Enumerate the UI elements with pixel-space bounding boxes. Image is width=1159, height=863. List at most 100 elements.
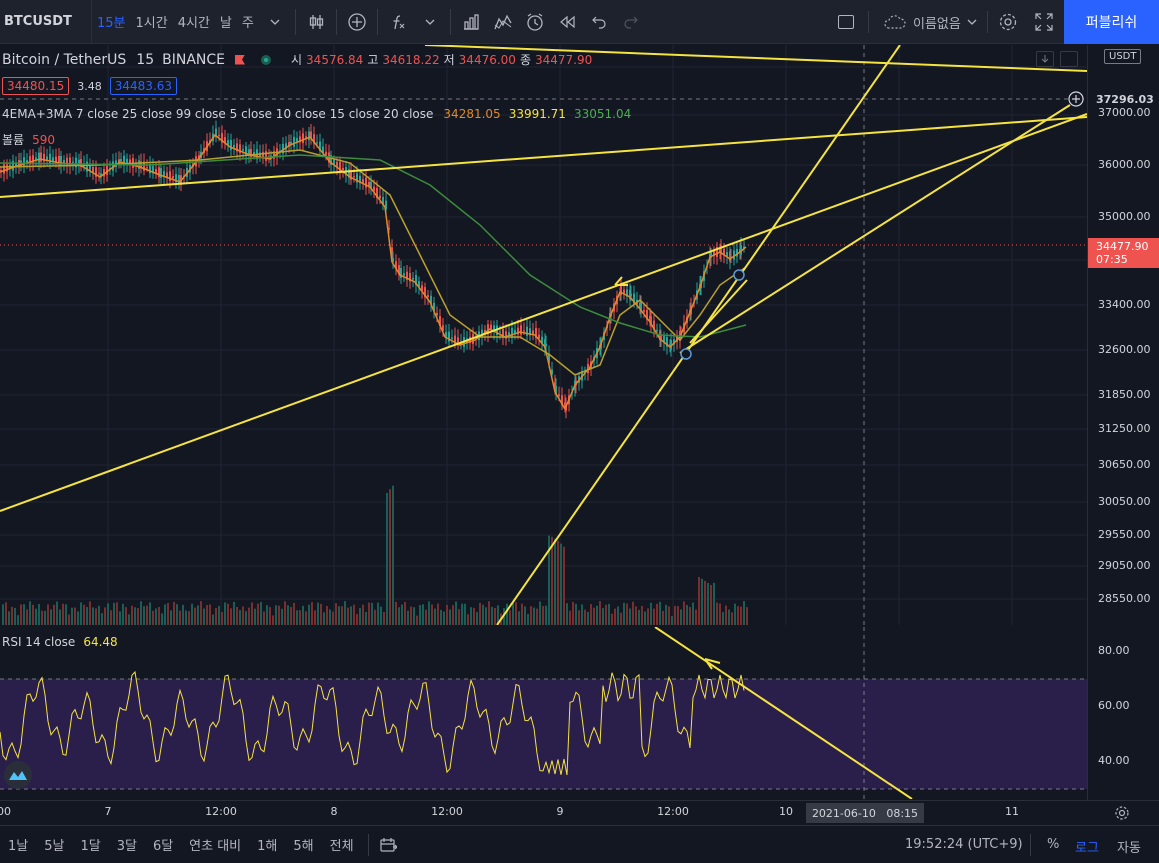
volume-bar xyxy=(71,607,73,625)
interval-1w[interactable]: 주 xyxy=(241,16,254,31)
volume-bar xyxy=(437,603,439,625)
rsi-label[interactable]: RSI 14 close xyxy=(2,635,76,649)
currency-badge[interactable]: USDT xyxy=(1104,49,1142,64)
plus-circle-icon[interactable] xyxy=(1068,91,1084,107)
publish-button[interactable]: 퍼블리쉬 xyxy=(1064,0,1159,44)
candle-body xyxy=(505,331,507,339)
log-toggle[interactable]: 로그 xyxy=(1075,841,1099,856)
symbol-search[interactable]: BTCUSDT xyxy=(0,0,92,44)
gear-icon[interactable] xyxy=(1114,805,1130,821)
price-tick: 30050.00 xyxy=(1098,495,1151,508)
volume-bar xyxy=(263,611,265,625)
auto-toggle[interactable]: 자동 xyxy=(1117,841,1141,856)
volume-bar xyxy=(188,611,190,625)
interval-15m[interactable]: 15분 xyxy=(97,16,126,31)
volume-bar xyxy=(8,611,10,625)
legend-title[interactable]: Bitcoin / TetherUS xyxy=(2,51,127,68)
candle-body xyxy=(418,281,420,287)
maximize-pane-icon[interactable] xyxy=(1060,51,1078,67)
candle-body xyxy=(43,153,45,162)
redo-icon[interactable] xyxy=(615,0,647,44)
candle-body xyxy=(740,245,742,255)
cloud-icon[interactable] xyxy=(883,14,907,30)
volume-bar xyxy=(329,609,331,625)
range-button[interactable]: 6달 xyxy=(152,839,174,854)
volume-bar xyxy=(278,605,280,625)
candles-icon[interactable] xyxy=(300,0,332,44)
range-button[interactable]: 전체 xyxy=(329,839,354,854)
candle-body xyxy=(215,128,217,138)
range-button[interactable]: 1날 xyxy=(8,839,29,854)
volume-bar xyxy=(563,546,565,625)
volume-legend[interactable]: 볼륨 590 xyxy=(2,131,55,148)
volume-bar xyxy=(287,605,289,625)
range-button[interactable]: 연초 대비 xyxy=(189,839,242,854)
rsi-pane[interactable]: RSI 14 close 64.48 xyxy=(0,627,1087,799)
range-button[interactable]: 5날 xyxy=(44,839,65,854)
interval-1h[interactable]: 1시간 xyxy=(135,16,168,31)
indicator-legend[interactable]: 4EMA+3MA 7 close 25 close 99 close 5 clo… xyxy=(2,107,631,121)
volume-bar xyxy=(2,604,4,625)
candle-body xyxy=(532,330,534,335)
candle-body xyxy=(523,330,525,332)
candle-body xyxy=(80,159,82,167)
main-chart[interactable]: Bitcoin / TetherUS 15 BINANCE 시 34576.84 … xyxy=(0,45,1087,625)
range-button[interactable]: 5해 xyxy=(293,839,314,854)
volume-bar xyxy=(725,605,727,625)
volume-bar xyxy=(722,612,724,625)
candle-body xyxy=(126,158,128,165)
function-icon[interactable] xyxy=(382,0,414,44)
candle-body xyxy=(517,327,519,335)
volume-bar xyxy=(455,601,457,625)
volume-bar xyxy=(422,604,424,625)
volume-bar xyxy=(611,613,613,625)
bid-price-button[interactable]: 34480.15 xyxy=(2,77,70,95)
indicator-name[interactable]: 4EMA+3MA 7 close 25 close 99 close 5 clo… xyxy=(2,107,434,121)
volume-bar xyxy=(62,603,64,625)
flag-icon[interactable] xyxy=(235,54,245,65)
tradingview-logo[interactable] xyxy=(4,761,32,789)
time-axis[interactable]: 00 7 12:00 8 12:00 9 12:00 10 11 2021-06-10 08:1… xyxy=(0,800,1159,824)
time-tick: 12:00 xyxy=(431,805,463,818)
clock[interactable]: 19:52:24 (UTC+9) xyxy=(905,837,1023,852)
range-button[interactable]: 1달 xyxy=(80,839,101,854)
add-indicator-icon[interactable] xyxy=(341,0,373,44)
volume-bar xyxy=(56,601,58,625)
rsi-canvas[interactable] xyxy=(0,627,1087,799)
chevron-down-icon[interactable] xyxy=(259,0,291,44)
goto-date-icon[interactable] xyxy=(379,837,397,853)
interval-4h[interactable]: 4시간 xyxy=(177,16,210,31)
volume-bar xyxy=(497,605,499,625)
price-chart-canvas[interactable] xyxy=(0,45,1087,625)
high-value: 34618.22 xyxy=(382,52,440,67)
price-tick: 28550.00 xyxy=(1098,592,1151,605)
financials-icon[interactable] xyxy=(455,0,487,44)
interval-1d[interactable]: 날 xyxy=(219,16,232,31)
chevron-down-icon[interactable] xyxy=(967,19,977,25)
ask-price-button[interactable]: 34483.63 xyxy=(109,77,178,95)
price-axis[interactable]: USDT 37000.00 36000.00 35000.00 33400.00 326… xyxy=(1068,45,1159,800)
toolbar-divider xyxy=(449,8,451,35)
alert-icon[interactable] xyxy=(519,0,551,44)
chevron-down-icon[interactable] xyxy=(414,0,446,44)
candle-body xyxy=(342,167,344,171)
volume-bar xyxy=(401,604,403,625)
volume-bar xyxy=(650,602,652,625)
range-button[interactable]: 3달 xyxy=(116,839,137,854)
rsi-legend[interactable]: RSI 14 close 64.48 xyxy=(2,635,118,649)
gear-icon[interactable] xyxy=(998,12,1018,32)
undo-icon[interactable] xyxy=(583,0,615,44)
compare-icon[interactable] xyxy=(487,0,519,44)
candle-body xyxy=(555,385,557,395)
percent-toggle[interactable]: % xyxy=(1047,837,1060,852)
fullscreen-rect-icon[interactable] xyxy=(838,15,854,29)
range-button[interactable]: 1해 xyxy=(257,839,278,854)
volume-bar xyxy=(275,605,277,625)
volume-bar xyxy=(152,610,154,625)
replay-icon[interactable] xyxy=(551,0,583,44)
fullscreen-icon[interactable] xyxy=(1034,12,1054,32)
price-tick: 32600.00 xyxy=(1098,343,1151,356)
volume-bar xyxy=(317,602,319,625)
layout-name[interactable]: 이름없음 xyxy=(913,16,961,32)
scroll-down-icon[interactable] xyxy=(1036,51,1054,67)
